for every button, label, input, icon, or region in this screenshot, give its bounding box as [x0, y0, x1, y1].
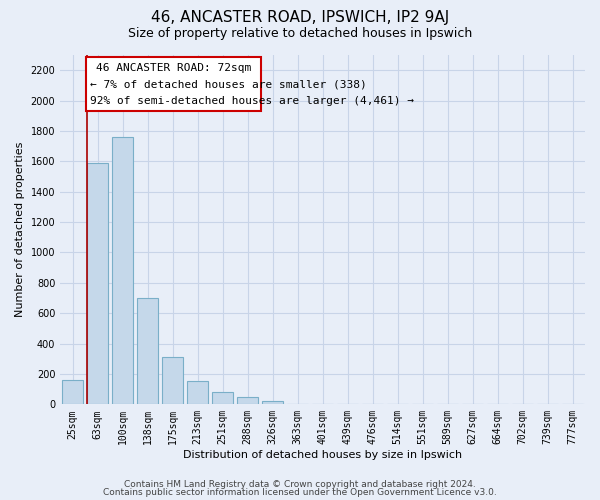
Text: Contains HM Land Registry data © Crown copyright and database right 2024.: Contains HM Land Registry data © Crown c…: [124, 480, 476, 489]
Text: Contains public sector information licensed under the Open Government Licence v3: Contains public sector information licen…: [103, 488, 497, 497]
Bar: [137, 298, 158, 405]
Bar: [237, 396, 258, 404]
Bar: [87, 163, 108, 404]
Text: Size of property relative to detached houses in Ipswich: Size of property relative to detached ho…: [128, 28, 472, 40]
Y-axis label: Number of detached properties: Number of detached properties: [15, 142, 25, 318]
Bar: [162, 357, 183, 405]
Text: 46 ANCASTER ROAD: 72sqm: 46 ANCASTER ROAD: 72sqm: [96, 62, 251, 72]
Text: ← 7% of detached houses are smaller (338): ← 7% of detached houses are smaller (338…: [90, 80, 367, 90]
Bar: [262, 400, 283, 404]
Bar: [112, 137, 133, 404]
X-axis label: Distribution of detached houses by size in Ipswich: Distribution of detached houses by size …: [183, 450, 462, 460]
Bar: [212, 392, 233, 404]
Bar: [187, 381, 208, 404]
Text: 46, ANCASTER ROAD, IPSWICH, IP2 9AJ: 46, ANCASTER ROAD, IPSWICH, IP2 9AJ: [151, 10, 449, 25]
Text: 92% of semi-detached houses are larger (4,461) →: 92% of semi-detached houses are larger (…: [90, 96, 414, 106]
FancyBboxPatch shape: [86, 56, 262, 111]
Bar: [62, 380, 83, 404]
